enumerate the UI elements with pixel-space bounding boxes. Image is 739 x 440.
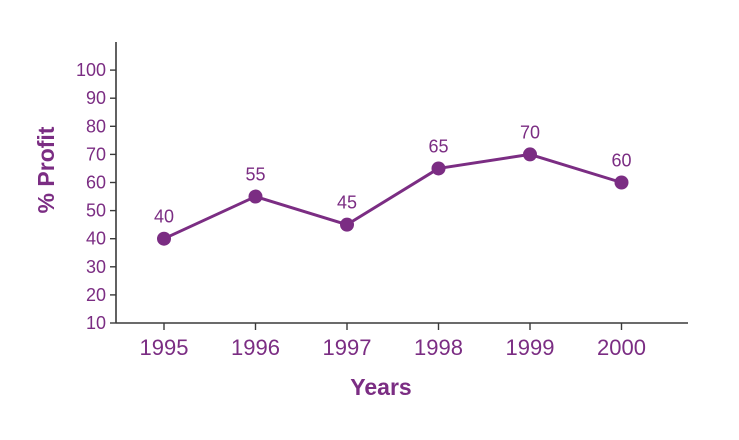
data-label: 60 [611,151,631,171]
y-tick-label: 70 [86,144,106,164]
y-tick-label: 60 [86,173,106,193]
data-label: 45 [337,193,357,213]
x-tick-label: 1995 [140,335,189,360]
data-point [431,161,446,176]
x-tick-label: 1998 [414,335,463,360]
y-tick-label: 20 [86,285,106,305]
data-point [157,231,171,246]
y-tick-label: 50 [86,201,106,221]
data-point [523,147,537,162]
y-tick-label: 80 [86,116,106,136]
y-tick-label: 40 [86,229,106,249]
data-point [614,175,629,190]
x-axis-title: Years [350,374,411,400]
data-point [248,189,263,204]
x-tick-label: 1999 [506,335,555,360]
y-tick-label: 90 [86,88,106,108]
x-axis: 1995 1996 1997 1998 1999 2000 [116,322,688,360]
y-axis-title: % Profit [33,126,59,213]
y-tick-label: 10 [86,313,106,333]
series-profit: 40 55 45 65 70 60 [154,122,632,246]
y-axis: 10 20 30 40 50 60 70 80 90 100 [76,42,117,333]
x-tick-label: 1997 [323,335,372,360]
data-label: 55 [245,165,265,185]
x-tick-label: 2000 [597,335,646,360]
y-tick-label: 30 [86,257,106,277]
data-label: 40 [154,207,174,227]
series-line [163,152,622,241]
y-tick-label: 100 [76,60,106,80]
x-tick-label: 1996 [231,335,280,360]
data-point [340,217,354,232]
data-label: 65 [428,136,448,156]
data-label: 70 [520,122,540,142]
